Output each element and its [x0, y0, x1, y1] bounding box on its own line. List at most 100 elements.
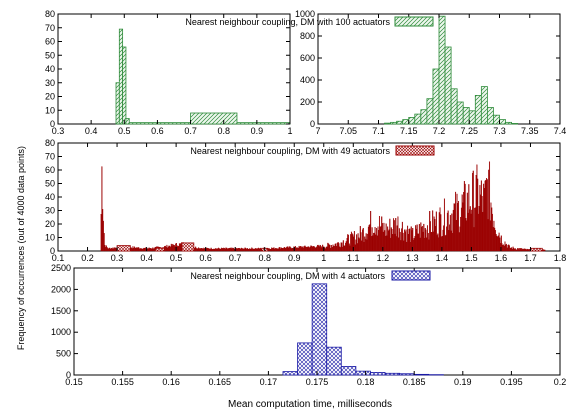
- panel-49-bar: [409, 228, 411, 252]
- panel-100-right-xtick-label: 7: [315, 126, 320, 136]
- panel-49-xtick-label: 0.4: [140, 253, 153, 263]
- panel-49-bar: [451, 213, 453, 252]
- panel-49-xtick-label: 1.1: [347, 253, 360, 263]
- panel-49-bar: [443, 198, 445, 252]
- panel-49-bar: [435, 211, 437, 252]
- panel-4-bar: [311, 283, 328, 376]
- panel-49-xtick-label: 1.2: [377, 253, 390, 263]
- panel-100-left-bar: [122, 46, 127, 125]
- panel-49-bar: [505, 243, 507, 252]
- panel-4-bar: [340, 366, 357, 376]
- panel-100-right-bar: [396, 120, 404, 125]
- panel-4-xtick-label: 0.19: [454, 377, 472, 387]
- panel-4-bar: [399, 373, 415, 376]
- panel-100-left-xtick-label: 0.7: [184, 126, 197, 136]
- panel-49-ytick-label: 30: [45, 206, 55, 216]
- panel-100-right-xtick-label: 7.05: [339, 126, 357, 136]
- panel-49-open-bar: [530, 247, 543, 252]
- panel-4-xtick-label: 0.165: [209, 377, 232, 387]
- panel-4-xtick-label: 0.185: [403, 377, 426, 387]
- panel-100-right-bar: [450, 88, 458, 125]
- panel-100-right-bar: [432, 68, 440, 125]
- panel-100-legend: Nearest neighbour coupling, DM with 100 …: [185, 16, 434, 27]
- panel-100-right-bar: [438, 15, 446, 125]
- panel-100-right-bar: [384, 122, 391, 125]
- panel-4-xtick-label: 0.17: [260, 377, 278, 387]
- panel-100-left-bar: [118, 28, 124, 125]
- panel-49-xtick-label: 0.3: [111, 253, 124, 263]
- panel-4-bar: [282, 371, 298, 376]
- panel-100-right-axis: 7 7.05 7.1 7.15 7.2 7.25 7.3 7.35 7.4 0 200 400 600 8…: [295, 9, 566, 136]
- panel-4-bar: [413, 373, 430, 376]
- panel-100-left-xtick-label: 0.9: [251, 126, 264, 136]
- panel-49-ytick-label: 20: [45, 219, 55, 229]
- panel-100-left-ytick-label: 80: [45, 9, 55, 19]
- panel-100-left-ytick-label: 40: [45, 64, 55, 74]
- panel-49-bars: [100, 161, 546, 252]
- panel-100-right-bar: [444, 46, 452, 125]
- panel-49-bar: [440, 214, 442, 252]
- panel-100-right-xtick-label: 7.25: [460, 126, 478, 136]
- panel-100-right-xtick-label: 7.3: [493, 126, 506, 136]
- panel-100-right-ytick-label: 600: [300, 53, 315, 63]
- panel-4-legend-swatch: [391, 270, 431, 281]
- panel-4-actuators: 0.15 0.155 0.16 0.165 0.17 0.175 0.18 0.185 0.19…: [51, 263, 566, 387]
- panel-49-bar: [423, 223, 425, 252]
- panel-49-bar: [101, 166, 103, 252]
- panel-4-legend: Nearest neighbour coupling, DM with 4 ac…: [190, 270, 431, 281]
- panel-49-bar: [544, 249, 546, 252]
- panel-49-bar: [356, 234, 358, 252]
- panel-100-left-bar: [125, 118, 130, 125]
- panel-49-bar: [418, 223, 420, 252]
- panel-4-xtick-label: 0.15: [65, 377, 83, 387]
- panel-49-xtick-label: 0.6: [199, 253, 212, 263]
- x-axis-label: Mean computation time, milliseconds: [228, 399, 392, 410]
- panel-100-left-ytick-label: 0: [50, 119, 55, 129]
- panel-100-left-bars: [115, 28, 291, 125]
- panel-49-bar: [397, 216, 399, 252]
- panel-100-left-ytick-label: 70: [45, 23, 55, 33]
- panel-49-axis: 0.1 0.2 0.3 0.4 0.5 0.6 0.7 0.8 0.9 1 1.1 1.2 1.3 1.4…: [45, 138, 566, 263]
- panel-49-legend: Nearest neighbour coupling, DM with 49 a…: [190, 145, 435, 156]
- panel-100-right-ytick-label: 1000: [295, 9, 315, 19]
- panel-100-right-bar: [486, 107, 494, 125]
- panel-4-xtick-label: 0.155: [111, 377, 134, 387]
- panel-49-bar: [341, 242, 343, 252]
- panel-100-right-bar: [414, 113, 422, 125]
- panel-100-right-bar: [420, 109, 428, 125]
- panel-49-xtick-label: 1.3: [406, 253, 419, 263]
- panel-100-right-xtick-label: 7.4: [554, 126, 567, 136]
- panel-100-left-xtick-label: 0.3: [52, 126, 65, 136]
- panel-100-left-bar: [128, 122, 191, 125]
- panel-100-left-xtick-label: 0.8: [217, 126, 230, 136]
- panel-49-bar: [464, 183, 466, 252]
- panel-100-left-ytick-label: 60: [45, 37, 55, 47]
- panel-100-left-bar: [190, 112, 238, 125]
- panel-100-left-bar: [236, 122, 291, 125]
- panel-4-bar: [355, 370, 371, 376]
- panel-4-xtick-label: 0.195: [500, 377, 523, 387]
- panel-49-xtick-label: 1.7: [524, 253, 537, 263]
- panel-49-open-bar: [155, 247, 165, 252]
- panel-49-xtick-label: 0.9: [288, 253, 301, 263]
- panel-4-ytick-label: 1500: [51, 306, 71, 316]
- panel-4-bar: [370, 372, 386, 376]
- panel-49-xtick-label: 0.5: [170, 253, 183, 263]
- panel-4-ytick-label: 2000: [51, 284, 71, 294]
- panel-4-ytick-label: 0: [66, 370, 71, 380]
- panel-4-axis: 0.15 0.155 0.16 0.165 0.17 0.175 0.18 0.185 0.19…: [51, 263, 566, 387]
- panel-100-right-bar: [474, 95, 482, 125]
- panel-100-right-bar: [456, 101, 464, 125]
- panel-100-right-xtick-label: 7.2: [433, 126, 446, 136]
- panel-100-left-bar: [115, 82, 120, 125]
- panel-49-bar: [389, 218, 391, 252]
- panel-49-bar: [347, 234, 350, 252]
- panel-100-right-bar: [426, 98, 434, 125]
- panel-49-xtick-label: 0.8: [258, 253, 271, 263]
- panel-100-right-bars: [384, 15, 519, 125]
- panel-100-right-bar: [390, 121, 398, 125]
- panel-4-xtick-label: 0.18: [357, 377, 375, 387]
- panel-49-ytick-label: 0: [50, 246, 55, 256]
- panel-100-right-ytick-label: 0: [310, 119, 315, 129]
- panel-100-left-xtick-label: 0.4: [85, 126, 98, 136]
